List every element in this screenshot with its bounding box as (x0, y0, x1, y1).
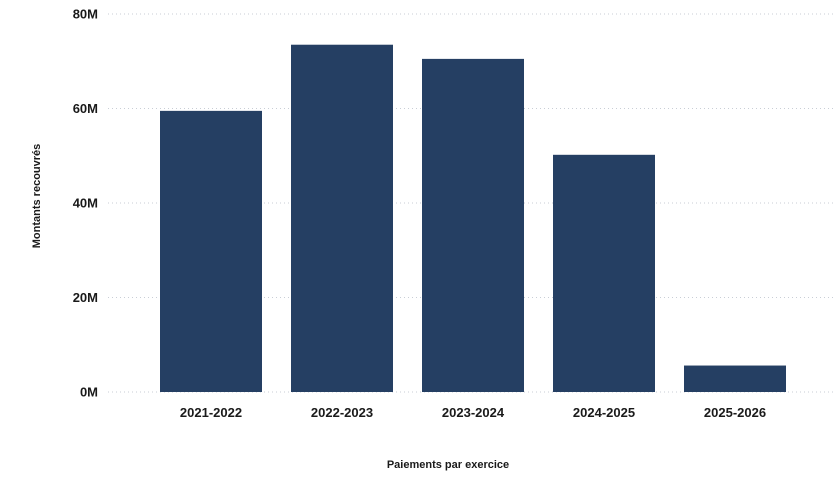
bar[interactable] (422, 58, 524, 392)
y-axis-ticks: 0M 20M 40M 60M 80M (73, 7, 98, 400)
x-tick-label: 2024-2025 (573, 405, 635, 420)
bar[interactable] (160, 110, 262, 393)
y-tick-label: 80M (73, 7, 98, 22)
x-tick-label: 2021-2022 (180, 405, 242, 420)
x-axis-ticks: 2021-2022 2022-2023 2023-2024 2024-2025 2025… (180, 405, 766, 420)
y-tick-label: 0M (80, 385, 98, 400)
y-tick-label: 20M (73, 290, 98, 305)
x-tick-label: 2022-2023 (311, 405, 373, 420)
x-tick-label: 2025-2026 (704, 405, 766, 420)
x-tick-label: 2023-2024 (442, 405, 505, 420)
y-tick-label: 60M (73, 101, 98, 116)
bar[interactable] (553, 154, 655, 392)
y-axis-title: Montants recouvrés (31, 144, 43, 249)
bar[interactable] (291, 44, 393, 393)
y-tick-label: 40M (73, 196, 98, 211)
bars (160, 44, 786, 393)
x-axis-title: Paiements par exercice (387, 459, 509, 471)
bar[interactable] (684, 365, 786, 392)
